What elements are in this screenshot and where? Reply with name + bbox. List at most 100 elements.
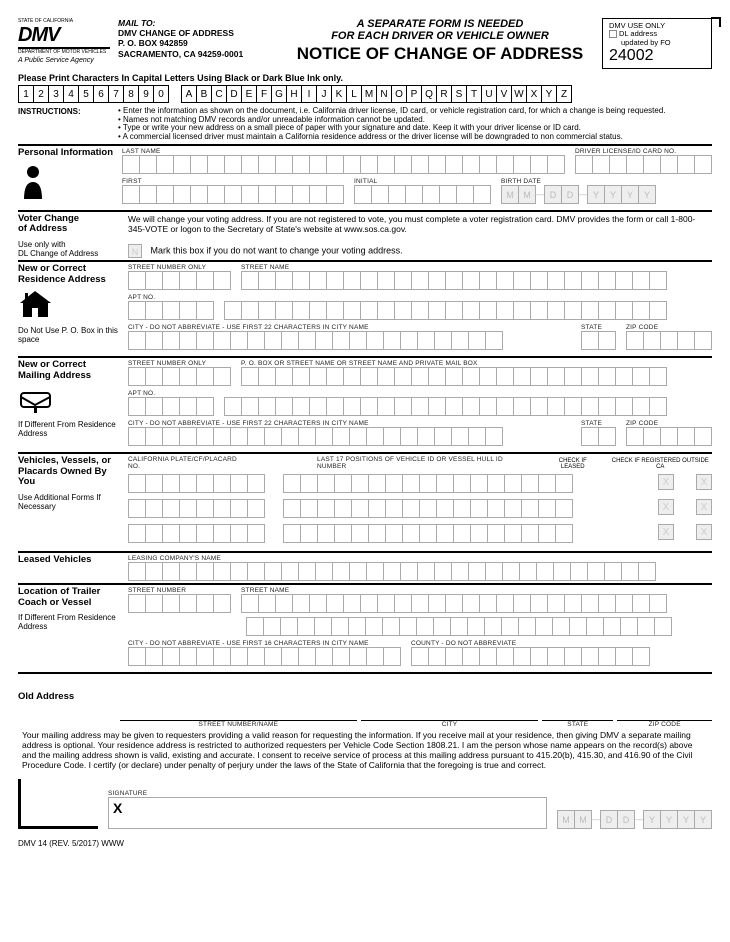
- input-mail-street2[interactable]: [224, 397, 712, 416]
- input-trailer-street2[interactable]: [246, 617, 712, 636]
- chk-outside[interactable]: X: [696, 499, 712, 515]
- input-res-street[interactable]: [241, 271, 712, 290]
- input-mail-pobox[interactable]: [241, 367, 712, 386]
- lbl-res-streetno: STREET NUMBER ONLY: [128, 264, 231, 271]
- input-mail-city[interactable]: [128, 427, 571, 446]
- corner-mark: [18, 779, 98, 829]
- section-leased: Leased Vehicles LEASING COMPANY'S NAME: [18, 555, 712, 581]
- voter-checkbox[interactable]: N: [128, 244, 142, 258]
- section-vehicles: Vehicles, Vessels, or Placards Owned By …: [18, 456, 712, 549]
- input-mail-state[interactable]: [581, 427, 616, 446]
- input-sig-date[interactable]: MM—DD—YYYY: [557, 810, 712, 829]
- lbl-res-state: STATE: [581, 324, 616, 331]
- input-trailer-county[interactable]: [411, 647, 712, 666]
- input-res-state[interactable]: [581, 331, 616, 350]
- voter-lbl2: of Address: [18, 224, 120, 234]
- use-num: 24002: [609, 47, 705, 65]
- lbl-lastname: LAST NAME: [122, 148, 565, 155]
- demo-letters: ABCDEFGHIJKLMNOPQRSTUVWXYZ: [181, 85, 572, 103]
- input-birth[interactable]: MM—DD—YYYY: [501, 185, 656, 204]
- chk-leased[interactable]: X: [658, 499, 674, 515]
- input-old-city[interactable]: [361, 707, 539, 721]
- voter-sub2: DL Change of Address: [18, 249, 98, 258]
- lbl-mail-pobox: P. O. BOX OR STREET NAME OR STREET NAME …: [241, 360, 712, 367]
- chk-leased[interactable]: X: [658, 474, 674, 490]
- res-sub: Do Not Use P. O. Box in this space: [18, 326, 118, 344]
- input-res-streetno[interactable]: [128, 271, 231, 290]
- lbl-res-street: STREET NAME: [241, 264, 712, 271]
- section-personal: Personal Information LAST NAME DRIVER LI…: [18, 148, 712, 208]
- lbl-old-state: STATE: [542, 721, 613, 728]
- lbl-old-street: STREET NUMBER/NAME: [120, 721, 357, 728]
- demo-boxes: 1234567890 ABCDEFGHIJKLMNOPQRSTUVWXYZ: [18, 85, 712, 103]
- mail-l1: DMV CHANGE OF ADDRESS: [118, 28, 278, 38]
- section-old-address: Old Address STREET NUMBER/NAME CITY STAT…: [18, 692, 712, 828]
- footer: DMV 14 (REV. 5/2017) WWW: [18, 839, 712, 848]
- mail-label: New or Correct Mailing Address: [18, 360, 120, 381]
- chk-leased[interactable]: X: [658, 524, 674, 540]
- use-l2: DL address: [619, 29, 657, 38]
- lbl-birth: BIRTH DATE: [501, 178, 656, 185]
- lbl-old-zip: ZIP CODE: [617, 721, 712, 728]
- input-old-state[interactable]: [542, 707, 613, 721]
- input-signature[interactable]: X: [108, 797, 547, 829]
- print-instruction: Please Print Characters In Capital Lette…: [18, 73, 712, 83]
- lbl-mail-apt: APT NO.: [128, 390, 214, 397]
- old-label: Old Address: [18, 692, 712, 702]
- input-mail-zip[interactable]: [626, 427, 712, 446]
- input-initial[interactable]: [354, 185, 491, 204]
- input-mail-apt[interactable]: [128, 397, 214, 416]
- instructions-list: • Enter the information as shown on the …: [118, 107, 712, 142]
- lbl-plate: CALIFORNIA PLATE/CF/PLACARD NO.: [128, 456, 247, 470]
- leased-label: Leased Vehicles: [18, 555, 120, 565]
- mail-sub: If Different From Residence Address: [18, 420, 116, 438]
- input-leasing-company[interactable]: [128, 562, 712, 581]
- agency: A Public Service Agency: [18, 57, 110, 64]
- sig-x: X: [113, 800, 122, 816]
- lbl-mail-state: STATE: [581, 420, 616, 427]
- title-block: A SEPARATE FORM IS NEEDED FOR EACH DRIVE…: [286, 18, 594, 69]
- input-old-zip[interactable]: [617, 707, 712, 721]
- lbl-leasing-company: LEASING COMPANY'S NAME: [128, 555, 712, 562]
- input-mail-streetno[interactable]: [128, 367, 231, 386]
- input-first[interactable]: [122, 185, 344, 204]
- title-main: NOTICE OF CHANGE OF ADDRESS: [286, 44, 594, 64]
- lbl-trailer-county: COUNTY - DO NOT ABBREVIATE: [411, 640, 712, 647]
- mail-l2: P. O. BOX 942859: [118, 38, 278, 48]
- lbl-first: FIRST: [122, 178, 344, 185]
- mail-l3: SACRAMENTO, CA 94259-0001: [118, 49, 278, 59]
- input-res-street2[interactable]: [224, 301, 712, 320]
- voter-sub1: Use only with: [18, 240, 66, 249]
- mail-to-block: MAIL TO: DMV CHANGE OF ADDRESS P. O. BOX…: [118, 18, 278, 69]
- use-l3: updated by FO: [609, 39, 705, 47]
- lbl-trailer-street: STREET NAME: [241, 587, 712, 594]
- instructions-label: INSTRUCTIONS:: [18, 107, 110, 142]
- lbl-leased: CHECK IF LEASED: [547, 458, 599, 470]
- chk-outside[interactable]: X: [696, 474, 712, 490]
- mail-to-label: MAIL TO:: [118, 18, 278, 28]
- chk-outside[interactable]: X: [696, 524, 712, 540]
- input-trailer-street[interactable]: [241, 594, 712, 613]
- house-icon: [18, 289, 53, 319]
- input-old-street[interactable]: [120, 707, 357, 721]
- input-dl[interactable]: [575, 155, 712, 174]
- lbl-res-apt: APT NO.: [128, 294, 214, 301]
- input-trailer-city[interactable]: [128, 647, 401, 666]
- person-icon: [18, 164, 48, 199]
- veh-sub: Use Additional Forms If Necessary: [18, 493, 101, 511]
- dl-checkbox[interactable]: [609, 30, 617, 38]
- lbl-signature: SIGNATURE: [108, 790, 547, 797]
- section-mailing: New or Correct Mailing Address If Differ…: [18, 360, 712, 450]
- trailer-sub: If Different From Residence Address: [18, 613, 116, 631]
- input-res-city[interactable]: [128, 331, 571, 350]
- header: STATE OF CALIFORNIA DMV DEPARTMENT OF MO…: [18, 18, 712, 69]
- title-sep2: FOR EACH DRIVER OR VEHICLE OWNER: [286, 30, 594, 42]
- input-trailer-streetno[interactable]: [128, 594, 231, 613]
- old-disclaimer: Your mailing address may be given to req…: [18, 730, 712, 771]
- dmv-use-box: DMV USE ONLY DL address updated by FO 24…: [602, 18, 712, 69]
- input-res-zip[interactable]: [626, 331, 712, 350]
- lbl-res-zip: ZIP CODE: [626, 324, 712, 331]
- demo-numbers: 1234567890: [18, 85, 169, 103]
- input-lastname[interactable]: [122, 155, 565, 174]
- input-res-apt[interactable]: [128, 301, 214, 320]
